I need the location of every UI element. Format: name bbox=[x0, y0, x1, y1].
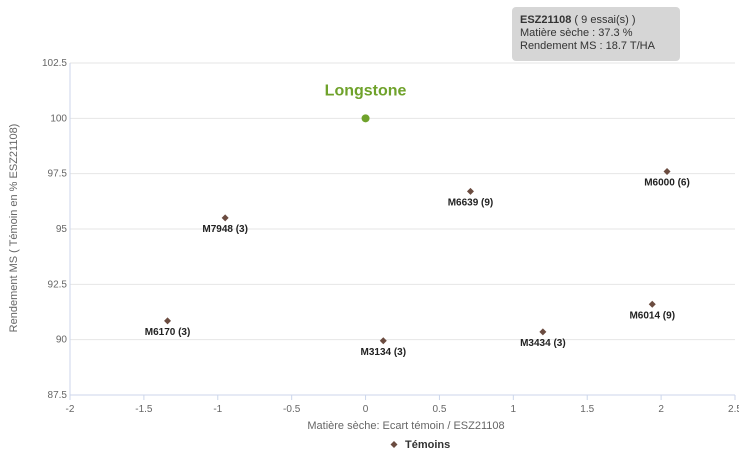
y-tick-label: 102.5 bbox=[42, 58, 67, 69]
data-point-label: M3434 (3) bbox=[520, 338, 566, 349]
x-tick-label: 1.5 bbox=[580, 404, 594, 415]
y-tick-label: 90 bbox=[56, 335, 68, 346]
tooltip-title-suffix: ( 9 essai(s) ) bbox=[571, 14, 636, 26]
tooltip-title: ESZ21108 bbox=[520, 14, 572, 26]
data-point-marker[interactable] bbox=[164, 317, 172, 325]
grid-lines bbox=[70, 62, 735, 396]
x-tick-label: 0 bbox=[363, 404, 369, 415]
x-tick-label: 1 bbox=[511, 404, 517, 415]
data-point-label: M6014 (9) bbox=[629, 310, 675, 321]
data-points: M6000 (6) M6639 (9) M7948 (3) M6170 (3) M313… bbox=[145, 82, 690, 357]
y-tick-label: 100 bbox=[50, 113, 67, 124]
data-point-marker[interactable] bbox=[663, 167, 671, 175]
axes: 87.5 90 92.5 95 97.5 100 102.5 -2 -1.5 -1 -0.5 0 0.5… bbox=[42, 58, 739, 415]
data-point-marker[interactable] bbox=[539, 328, 547, 336]
y-tick-label: 95 bbox=[56, 224, 68, 235]
y-tick-label: 97.5 bbox=[48, 169, 68, 180]
x-tick-label: -1 bbox=[213, 404, 222, 415]
tooltip-line-dry-matter: Matière sèche : 37.3 % bbox=[520, 27, 633, 39]
data-point-marker[interactable] bbox=[466, 187, 474, 195]
highlight-point-label: Longstone bbox=[325, 82, 407, 99]
data-point-marker[interactable] bbox=[648, 300, 656, 308]
x-tick-label: 2.5 bbox=[728, 404, 739, 415]
data-point-label: M6170 (3) bbox=[145, 327, 191, 338]
x-tick-label: -2 bbox=[66, 404, 75, 415]
tooltip-line-yield: Rendement MS : 18.7 T/HA bbox=[520, 40, 655, 52]
x-tick-label: 2 bbox=[658, 404, 664, 415]
y-tick-label: 87.5 bbox=[48, 390, 68, 401]
y-axis-title: Rendement MS ( Témoin en % ESZ21108) bbox=[8, 124, 20, 333]
x-axis-title: Matière sèche: Ecart témoin / ESZ21108 bbox=[307, 420, 504, 432]
data-point-marker[interactable] bbox=[379, 337, 387, 345]
legend-item-temoins[interactable]: Témoins bbox=[405, 439, 450, 451]
data-point-marker[interactable] bbox=[221, 214, 229, 222]
x-tick-label: -1.5 bbox=[135, 404, 153, 415]
data-point-label: M3134 (3) bbox=[360, 347, 406, 358]
x-tick-label: 0.5 bbox=[432, 404, 446, 415]
highlight-point-marker[interactable] bbox=[361, 114, 370, 123]
y-tick-label: 92.5 bbox=[48, 279, 68, 290]
legend-diamond-icon bbox=[390, 441, 398, 448]
data-point-label: M6000 (6) bbox=[644, 177, 690, 188]
tooltip: ESZ21108 ( 9 essai(s) ) Matière sèche : … bbox=[512, 7, 680, 61]
x-tick-label: -0.5 bbox=[283, 404, 301, 415]
data-point-label: M6639 (9) bbox=[448, 197, 494, 208]
legend[interactable]: Témoins bbox=[390, 439, 451, 451]
data-point-label: M7948 (3) bbox=[202, 224, 248, 235]
